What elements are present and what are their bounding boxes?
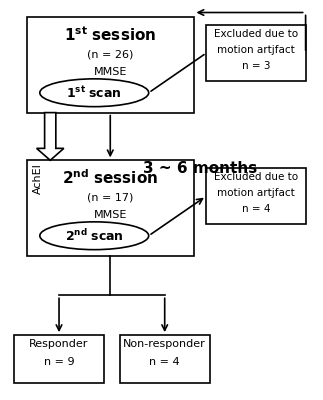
Text: (n = 17): (n = 17) <box>87 192 133 202</box>
Text: $\mathbf{1}^{\mathbf{st}}$ $\mathbf{scan}$: $\mathbf{1}^{\mathbf{st}}$ $\mathbf{scan… <box>67 85 122 100</box>
Text: Responder: Responder <box>29 339 89 349</box>
Text: Excluded due to: Excluded due to <box>214 29 298 39</box>
Text: Excluded due to: Excluded due to <box>214 172 298 182</box>
Ellipse shape <box>40 79 149 107</box>
Polygon shape <box>36 113 64 160</box>
Text: motion artjfact: motion artjfact <box>217 45 295 55</box>
FancyBboxPatch shape <box>206 25 306 81</box>
Text: $\mathbf{2}^{\mathbf{nd}}$ $\mathbf{scan}$: $\mathbf{2}^{\mathbf{nd}}$ $\mathbf{scan… <box>65 228 124 244</box>
FancyBboxPatch shape <box>120 335 210 383</box>
Text: Non-responder: Non-responder <box>123 339 206 349</box>
Text: AchEI: AchEI <box>33 163 43 194</box>
Text: n = 3: n = 3 <box>242 61 270 71</box>
Text: MMSE: MMSE <box>94 67 127 77</box>
Text: n = 4: n = 4 <box>150 357 180 367</box>
FancyBboxPatch shape <box>27 17 193 113</box>
Text: n = 4: n = 4 <box>242 204 270 214</box>
Text: (n = 26): (n = 26) <box>87 49 133 59</box>
Text: n = 9: n = 9 <box>44 357 74 367</box>
FancyBboxPatch shape <box>27 160 193 256</box>
Text: motion artjfact: motion artjfact <box>217 188 295 198</box>
Ellipse shape <box>40 222 149 250</box>
FancyBboxPatch shape <box>206 168 306 224</box>
FancyBboxPatch shape <box>14 335 104 383</box>
Text: MMSE: MMSE <box>94 210 127 220</box>
Text: $\mathbf{1}^{\mathbf{st}}$ $\mathbf{session}$: $\mathbf{1}^{\mathbf{st}}$ $\mathbf{sess… <box>64 25 156 44</box>
Text: 3 ~ 6 months: 3 ~ 6 months <box>143 161 257 176</box>
Text: $\mathbf{2}^{\mathbf{nd}}$ $\mathbf{session}$: $\mathbf{2}^{\mathbf{nd}}$ $\mathbf{sess… <box>62 168 158 187</box>
